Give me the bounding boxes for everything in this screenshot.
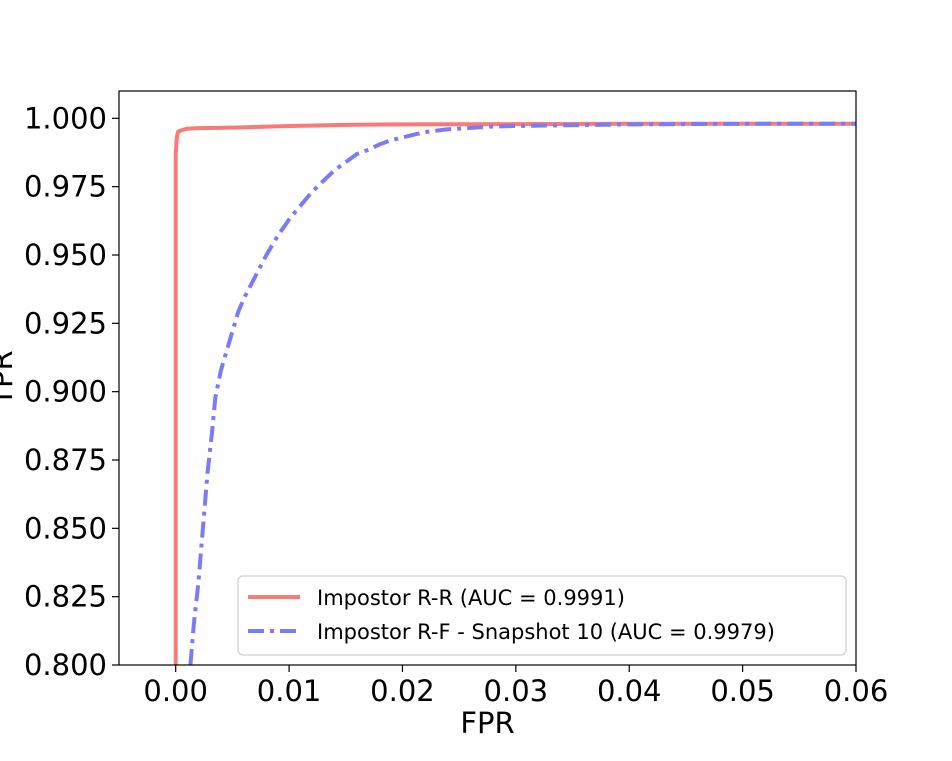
x-axis: 0.00 0.01 0.02 0.03 0.04 0.05 0.06: [143, 665, 888, 708]
x-tick-label: 0.05: [710, 674, 775, 708]
y-tick-label: 1.000: [24, 101, 107, 135]
x-tick-label: 0.06: [824, 674, 889, 708]
plot-area: [173, 121, 856, 665]
y-tick-label: 0.875: [24, 443, 107, 477]
legend-label: Impostor R-R (AUC = 0.9991): [317, 586, 625, 610]
y-axis: 0.800 0.825 0.850 0.875 0.900 0.925 0.950 0.975…: [24, 101, 119, 682]
y-tick-label: 0.925: [24, 306, 107, 340]
x-tick-label: 0.04: [597, 674, 662, 708]
y-axis-title: TPR: [0, 350, 19, 406]
y-tick-label: 0.975: [24, 170, 107, 204]
x-tick-label: 0.01: [257, 674, 322, 708]
x-tick-label: 0.00: [143, 674, 208, 708]
x-tick-label: 0.03: [484, 674, 549, 708]
y-tick-label: 0.800: [24, 648, 107, 682]
y-tick-label: 0.950: [24, 238, 107, 272]
x-axis-title: FPR: [460, 706, 514, 740]
legend: Impostor R-R (AUC = 0.9991) Impostor R-F …: [237, 575, 847, 656]
y-tick-label: 0.900: [24, 375, 107, 409]
y-tick-label: 0.850: [24, 511, 107, 545]
x-tick-label: 0.02: [370, 674, 435, 708]
legend-label: Impostor R-F - Snapshot 10 (AUC = 0.9979…: [317, 620, 775, 644]
plot-frame: [118, 90, 857, 666]
y-tick-label: 0.825: [24, 580, 107, 614]
series-line-1: [173, 121, 856, 665]
legend-box: [237, 575, 847, 656]
series-line-2: [188, 121, 856, 665]
